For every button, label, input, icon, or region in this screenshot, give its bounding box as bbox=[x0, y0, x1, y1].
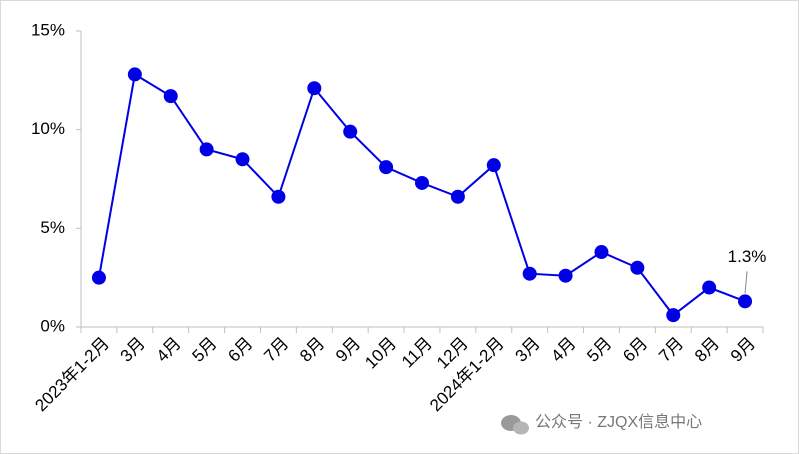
marker bbox=[558, 268, 573, 283]
marker bbox=[127, 67, 142, 82]
value-label: 1.3% bbox=[728, 247, 767, 266]
y-tick-label: 5% bbox=[40, 218, 65, 237]
marker bbox=[738, 294, 753, 309]
marker bbox=[486, 158, 501, 173]
marker bbox=[307, 81, 322, 96]
y-tick-label: 15% bbox=[31, 20, 65, 39]
leader-line bbox=[744, 271, 748, 294]
marker bbox=[379, 160, 394, 175]
marker bbox=[594, 245, 609, 260]
marker bbox=[271, 189, 286, 204]
marker bbox=[91, 270, 106, 285]
watermark-text: 公众号 · ZJQX信息中心 bbox=[535, 413, 702, 431]
marker bbox=[630, 260, 645, 275]
marker bbox=[343, 124, 358, 139]
marker bbox=[163, 89, 178, 104]
marker bbox=[199, 142, 214, 157]
marker bbox=[666, 308, 681, 323]
y-tick-label: 0% bbox=[40, 316, 65, 335]
marker bbox=[450, 189, 465, 204]
marker bbox=[702, 280, 717, 295]
watermark: 公众号 · ZJQX信息中心 bbox=[501, 413, 702, 435]
y-tick-label: 10% bbox=[31, 119, 65, 138]
marker bbox=[235, 152, 250, 167]
marker bbox=[415, 175, 429, 190]
marker bbox=[522, 266, 537, 281]
